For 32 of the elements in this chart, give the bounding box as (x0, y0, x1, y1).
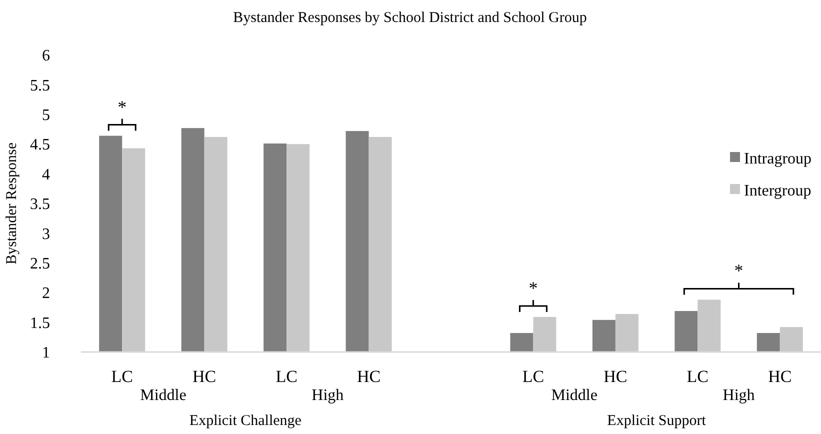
text: Middle (551, 387, 598, 404)
chart-title: Bystander Responses by School District and School Group (233, 10, 587, 26)
y-tick-label: 1.5 (30, 314, 50, 332)
x-tick-label: HC (356, 367, 381, 386)
y-tick-label: 1 (42, 344, 50, 362)
y-tick-label: 3 (42, 226, 50, 243)
x-tick-label: LC (522, 367, 544, 386)
annotation: * (734, 260, 744, 281)
y-tick-label: 5 (42, 107, 50, 124)
x-tick-label: LC (276, 367, 298, 386)
x-tick-label: LC (111, 367, 133, 386)
legend-label: Intragroup (744, 150, 812, 168)
text: Explicit Challenge (189, 413, 302, 429)
text: High (312, 387, 344, 404)
annotation: * (118, 96, 127, 117)
y-tick-label: 2.5 (30, 256, 50, 272)
x-tick-label: LC (686, 367, 709, 386)
text: High (722, 387, 755, 404)
y-axis-title: Bystander Response (4, 142, 20, 265)
y-tick-label: 6 (42, 48, 50, 65)
x-tick-label: HC (604, 367, 628, 386)
y-tick-label: 3.5 (30, 196, 50, 214)
text: Explicit Support (607, 413, 707, 429)
text: Middle (140, 387, 186, 404)
y-tick-label: 2 (42, 285, 50, 302)
y-tick-label: 4.5 (30, 136, 50, 154)
annotation: * (528, 278, 538, 298)
x-tick-label: HC (192, 367, 216, 386)
y-tick-label: 5.5 (30, 77, 50, 94)
y-tick-label: 4 (42, 166, 50, 184)
x-tick-label: HC (768, 367, 792, 386)
legend-label: Intergroup (744, 182, 812, 200)
